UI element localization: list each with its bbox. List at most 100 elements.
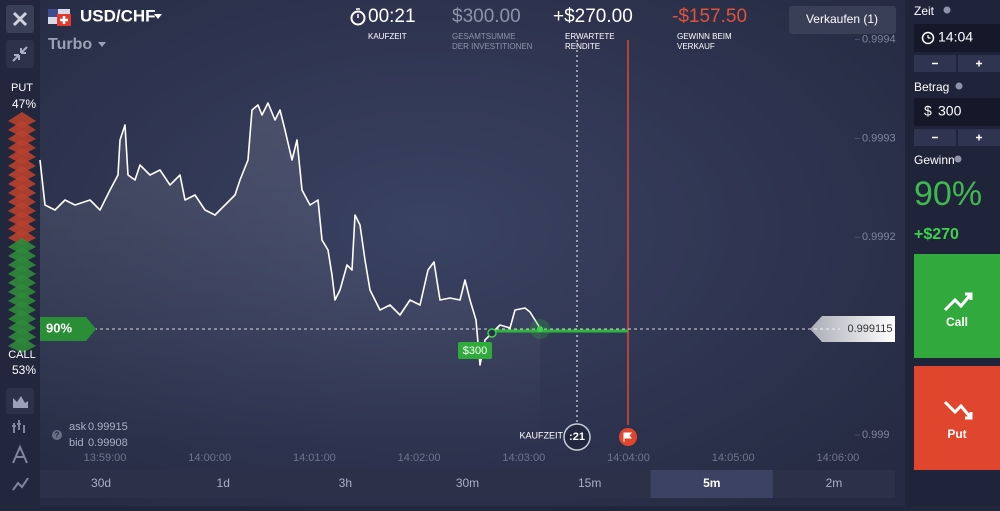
call-percent: 53% xyxy=(12,363,36,377)
trade-tag-label: $300 xyxy=(463,345,487,357)
indicators-icon[interactable] xyxy=(12,444,28,464)
put-label: PUT xyxy=(11,82,33,94)
help-icon-mark: ? xyxy=(55,431,60,440)
time-value: 14:04 xyxy=(938,29,973,45)
timeframe-option[interactable]: 2m xyxy=(826,476,843,490)
chevron xyxy=(8,175,36,191)
call-button[interactable] xyxy=(914,254,1000,358)
chevron xyxy=(8,220,36,236)
x-axis: 13:59:00 14:00:00 14:01:00 14:02:00 14:03:00… xyxy=(84,452,860,464)
payout-marker xyxy=(40,317,96,341)
amount-label: Betrag xyxy=(914,80,949,94)
chevron xyxy=(8,310,36,326)
chevron xyxy=(8,292,36,308)
chevron xyxy=(8,319,36,335)
bid-label: bid xyxy=(69,437,84,449)
chevron xyxy=(8,166,36,182)
area-icon xyxy=(13,396,28,408)
caption-line: DER INVESTITIONEN xyxy=(452,42,533,51)
investment-value: $300.00 xyxy=(452,6,521,27)
collapse-icon xyxy=(12,46,28,62)
chevron xyxy=(8,256,36,272)
x-tick-label: 14:05:00 xyxy=(712,452,755,464)
price-dot xyxy=(537,326,543,332)
timeframe-option[interactable]: 1d xyxy=(217,476,230,490)
timeframe-selected[interactable] xyxy=(650,470,773,498)
timeframe-option[interactable]: 5m xyxy=(703,476,720,490)
x-tick-label: 14:02:00 xyxy=(398,452,441,464)
timeframe-option[interactable]: 15m xyxy=(578,476,601,490)
chevron xyxy=(8,148,36,164)
y-tick-label: 0.9993 xyxy=(862,132,896,144)
flag-ch-cross xyxy=(60,16,68,24)
y-tick-label: 0.999 xyxy=(862,429,890,441)
sell-button[interactable] xyxy=(789,6,896,34)
collapse-button[interactable] xyxy=(6,40,34,68)
x-tick-label: 14:01:00 xyxy=(293,452,336,464)
flag-icon xyxy=(623,432,633,442)
sell-profit-value: -$157.50 xyxy=(672,6,747,27)
profit-percent: 90% xyxy=(914,175,982,213)
clock-hands xyxy=(927,35,931,39)
mode-name[interactable]: Turbo xyxy=(48,36,92,53)
y-tick-label: 0.9992 xyxy=(862,231,896,243)
purchase-timer: :21 xyxy=(569,431,585,443)
caption-line: VERKAUF xyxy=(677,42,715,51)
chevron xyxy=(8,202,36,218)
current-price: 0.999115 xyxy=(847,323,892,335)
amount-help[interactable] xyxy=(955,82,963,90)
timer-hand xyxy=(356,8,360,18)
chevron xyxy=(8,328,36,344)
caption-line: RENDITE xyxy=(565,42,600,51)
bid-value: 0.99908 xyxy=(88,437,128,449)
current-price-tag xyxy=(810,316,895,342)
clock-icon xyxy=(921,31,935,45)
x-tick-label: 14:04:00 xyxy=(607,452,650,464)
amount-step-icons xyxy=(932,134,982,141)
timeframe-selector: 30d 1d 3h 30m 15m 5m 2m xyxy=(91,470,842,498)
chevron xyxy=(8,157,36,173)
chevron xyxy=(8,274,36,290)
x-tick-label: 14:06:00 xyxy=(816,452,859,464)
put-button-label: Put xyxy=(947,427,966,441)
asset-name[interactable]: USD/CHF xyxy=(80,6,156,25)
amount-currency: $ xyxy=(924,103,932,119)
timer-caption: KAUFZEIT xyxy=(368,32,407,41)
put-button[interactable] xyxy=(914,366,1000,470)
timeframe-option[interactable]: 30d xyxy=(91,476,111,490)
candles-icon[interactable] xyxy=(12,420,25,433)
y-tick-label: 0.9994 xyxy=(862,33,896,45)
chevron xyxy=(8,301,36,317)
help-icon[interactable] xyxy=(52,430,62,440)
trade-tag[interactable] xyxy=(458,342,492,359)
asset-dropdown-arrow[interactable] xyxy=(154,14,162,19)
sentiment-indicator xyxy=(8,112,36,353)
amount-value: 300 xyxy=(938,103,962,119)
close-icon xyxy=(12,11,28,27)
ask-label: ask xyxy=(69,421,87,433)
chevron xyxy=(8,247,36,263)
drawing-icon[interactable] xyxy=(12,477,29,491)
time-help[interactable] xyxy=(943,6,951,14)
timer-value: 00:21 xyxy=(368,6,416,27)
timeframe-option[interactable]: 30m xyxy=(456,476,479,490)
mode-dropdown-arrow[interactable] xyxy=(98,42,106,47)
caption-line: GESAMTSUMME xyxy=(452,32,516,41)
put-icon xyxy=(943,400,973,420)
chevron xyxy=(8,337,36,353)
price-line xyxy=(39,102,541,366)
time-label: Zeit xyxy=(914,4,935,18)
y-axis: 0.999 0.9992 0.9993 0.9994 xyxy=(855,33,896,441)
x-tick-label: 13:59:00 xyxy=(84,452,127,464)
timer-icon xyxy=(350,10,366,26)
chevron xyxy=(8,112,36,128)
timeframe-option[interactable]: 3h xyxy=(339,476,352,490)
call-button-label: Call xyxy=(946,315,968,329)
amount-input[interactable] xyxy=(914,98,1000,126)
chevron xyxy=(8,193,36,209)
chevron xyxy=(8,238,36,254)
sell-button-label[interactable]: Verkaufen (1) xyxy=(806,12,878,26)
